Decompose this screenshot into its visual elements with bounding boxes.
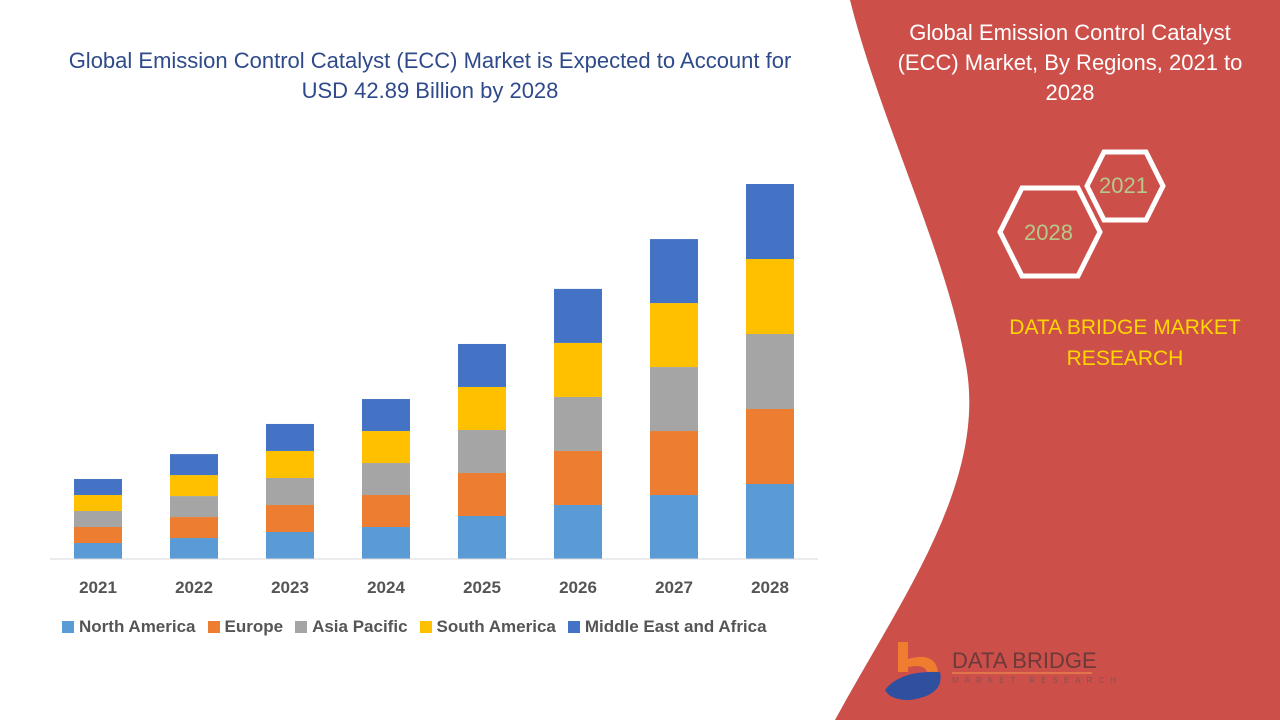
- bar-segment-2025-4: [458, 343, 506, 387]
- bar-segment-2023-3: [266, 450, 314, 478]
- bar-segment-2024-1: [362, 495, 410, 528]
- side-panel-title: Global Emission Control Catalyst (ECC) M…: [897, 20, 1243, 105]
- hexagon-2021: [1084, 149, 1166, 223]
- bar-segment-2023-4: [266, 423, 314, 451]
- legend: North America Europe Asia Pacific South Ame…: [62, 617, 767, 637]
- brand-name: DATA BRIDGE MARKET RESEARCH: [1009, 316, 1241, 370]
- bar-segment-2022-0: [170, 538, 218, 559]
- x-tick-label: 2021: [79, 578, 117, 597]
- red-side-panel: [835, 0, 1280, 720]
- x-tick-label: 2027: [655, 578, 693, 597]
- bar-segment-2023-1: [266, 504, 314, 532]
- bar-segment-2025-3: [458, 386, 506, 430]
- x-tick-label: 2022: [175, 578, 213, 597]
- legend-label: Europe: [224, 617, 284, 636]
- bar-segment-2021-4: [74, 479, 122, 496]
- chart-title: Global Emission Control Catalyst (ECC) M…: [68, 48, 792, 103]
- bar-segment-2026-3: [554, 342, 602, 397]
- bar-segment-2024-0: [362, 527, 410, 559]
- legend-label: North America: [79, 617, 196, 636]
- legend-swatch: [567, 621, 580, 633]
- bar-segment-2024-4: [362, 399, 410, 432]
- bar-segment-2024-2: [362, 463, 410, 496]
- bar-segment-2025-0: [458, 515, 506, 559]
- bar-segment-2023-2: [266, 477, 314, 505]
- bar-segment-2024-3: [362, 431, 410, 464]
- legend-item: Asia Pacific: [295, 617, 408, 637]
- logo-subtext: MARKET RESEARCH: [952, 676, 1122, 685]
- bar-segment-2027-2: [650, 367, 698, 432]
- x-tick-label: 2028: [751, 578, 789, 597]
- x-tick-label: 2026: [559, 578, 597, 597]
- data-bridge-logo-icon: [885, 642, 1092, 700]
- bar-segment-2025-2: [458, 429, 506, 473]
- bar-segment-2021-3: [74, 495, 122, 512]
- x-tick-label: 2024: [367, 578, 405, 597]
- bar-segment-2022-3: [170, 475, 218, 497]
- legend-item: South America: [419, 617, 556, 637]
- legend-label: South America: [436, 617, 556, 636]
- hexagon-2028: [997, 185, 1103, 279]
- bar-segment-2027-3: [650, 303, 698, 368]
- hex-label-2028: 2028: [1024, 220, 1073, 245]
- legend-label: Middle East and Africa: [584, 617, 767, 636]
- legend-item: Middle East and Africa: [567, 617, 767, 637]
- bar-segment-2026-2: [554, 396, 602, 451]
- legend-label: Asia Pacific: [312, 617, 408, 636]
- legend-item: North America: [62, 617, 196, 637]
- bar-segment-2028-0: [746, 484, 794, 559]
- bar-segment-2021-1: [74, 527, 122, 544]
- bar-segment-2026-1: [554, 450, 602, 505]
- bar-segment-2023-0: [266, 531, 314, 559]
- legend-swatch: [295, 621, 308, 633]
- legend-swatch: [207, 621, 220, 633]
- x-tick-label: 2025: [463, 578, 501, 597]
- bar-segment-2028-2: [746, 334, 794, 409]
- bar-segment-2026-4: [554, 288, 602, 343]
- legend-swatch: [62, 621, 74, 633]
- bar-segment-2027-4: [650, 239, 698, 304]
- bar-segment-2028-1: [746, 409, 794, 484]
- bar-segment-2022-4: [170, 454, 218, 476]
- bar-segment-2021-2: [74, 511, 122, 528]
- legend-item: Europe: [207, 617, 284, 637]
- x-tick-label: 2023: [271, 578, 309, 597]
- bar-segment-2028-4: [746, 184, 794, 259]
- bar-segment-2027-1: [650, 431, 698, 496]
- bar-segment-2022-1: [170, 517, 218, 539]
- legend-swatch: [419, 621, 432, 633]
- bar-segment-2025-1: [458, 472, 506, 516]
- stacked-bar-chart: 2021 2022 2023 2024 2025 2026 2027 2028: [50, 184, 818, 597]
- bar-segment-2026-0: [554, 504, 602, 559]
- bar-segment-2021-0: [74, 543, 122, 559]
- bar-segment-2028-3: [746, 259, 794, 334]
- bar-segment-2022-2: [170, 496, 218, 518]
- bar-segment-2027-0: [650, 495, 698, 559]
- hex-label-2021: 2021: [1099, 173, 1148, 198]
- logo-text: DATA BRIDGE: [952, 648, 1097, 673]
